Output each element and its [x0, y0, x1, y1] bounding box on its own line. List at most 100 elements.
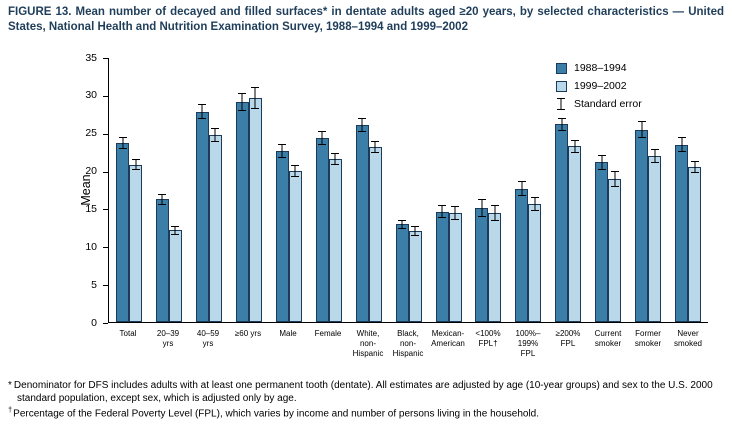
x-tick-label-never-smoked: Never smoked [673, 329, 702, 348]
x-tick-label-black-non-hispanic: Black, non- Hispanic [392, 329, 424, 358]
bar-group-white-non-hispanic [349, 58, 389, 322]
error-bar-1999-2002-black-non-hispanic [411, 225, 420, 237]
bar-1988-1994-current-smoker [595, 162, 609, 322]
x-tick-label-20-39-yrs: 20–39 yrs [156, 329, 180, 348]
error-bar-1988-1994-female [318, 131, 327, 145]
bar-1999-2002-female [328, 159, 342, 322]
bar-1988-1994-female [315, 138, 329, 322]
bar-1999-2002-40-59-yrs [208, 135, 222, 322]
error-bar-1999-2002-female [331, 153, 340, 166]
error-bar-1988-1994-current-smoker [597, 154, 606, 170]
error-bar-1999-2002-male [291, 164, 300, 177]
x-tick-label-male: Male [279, 329, 297, 338]
footnotes: * Denominator for DFS includes adults wit… [8, 379, 726, 420]
bar-1988-1994-20-39-yrs [155, 199, 169, 322]
legend-item-1988-1994: 1988–1994 [556, 62, 642, 74]
bar-group-200plus-fpl [548, 58, 588, 322]
bar-group-black-non-hispanic [389, 58, 429, 322]
bar-1988-1994-total [116, 143, 129, 322]
error-bar-1988-1994-100-199-fpl [517, 181, 526, 197]
bar-1999-2002-black-non-hispanic [408, 231, 422, 322]
bar-1999-2002-mexican-american [448, 213, 462, 322]
bar-1999-2002-200plus-fpl [568, 146, 582, 322]
x-tick-label-200plus-fpl: ≥200% FPL [555, 329, 581, 348]
bar-1999-2002-white-non-hispanic [368, 147, 382, 322]
error-bar-1988-1994-40-59-yrs [198, 104, 207, 120]
error-bar-1999-2002-white-non-hispanic [371, 141, 380, 154]
y-tick-label-20: 20 [85, 165, 97, 178]
plot-area [108, 58, 708, 323]
footnote-marker-dagger: † [8, 405, 13, 414]
y-tick-label-25: 25 [85, 127, 97, 140]
error-bar-1988-1994-under-100-fpl [477, 198, 486, 217]
footnote-marker-asterisk: * [8, 380, 12, 391]
x-tick-label-total: Total [119, 329, 137, 338]
error-bar-1999-2002-40-59-yrs [211, 128, 220, 142]
bar-1988-1994-mexican-american [435, 211, 449, 322]
error-bar-1999-2002-never-smoked [690, 160, 699, 173]
bar-group-former-smoker [628, 58, 668, 322]
bar-1988-1994-white-non-hispanic [355, 125, 369, 322]
bar-group-100-199-fpl [508, 58, 548, 322]
error-bar-1999-2002-current-smoker [610, 171, 619, 187]
y-tick-mark-35 [103, 58, 108, 59]
error-bar-1988-1994-20-39-yrs [158, 194, 167, 205]
error-bar-1999-2002-total [131, 159, 140, 170]
legend-label-standard-error: Standard error [574, 98, 642, 110]
error-bar-1999-2002-20-39-yrs [171, 225, 180, 235]
bar-1999-2002-never-smoked [688, 166, 702, 322]
y-tick-label-10: 10 [85, 240, 97, 253]
footnote-dfs: * Denominator for DFS includes adults wit… [8, 379, 726, 405]
error-bar-icon [557, 98, 565, 110]
bar-group-40-59-yrs [189, 58, 229, 322]
y-tick-label-35: 35 [85, 51, 97, 64]
legend: 1988–1994 1999–2002 Standard error [556, 62, 642, 116]
y-tick-mark-20 [103, 171, 108, 173]
bar-group-20-39-yrs [149, 58, 189, 322]
footnote-fpl: †Percentage of the Federal Poverty Level… [8, 405, 726, 420]
y-tick-mark-30 [103, 95, 108, 97]
error-bar-1999-2002-under-100-fpl [490, 205, 499, 221]
x-tick-label-100-199-fpl: 100%– 199% FPL [515, 329, 541, 358]
bar-1999-2002-former-smoker [648, 156, 662, 322]
legend-swatch-1988-1994 [556, 62, 567, 74]
footnote-dfs-text: Denominator for DFS includes adults with… [13, 380, 713, 404]
error-bar-1988-1994-200plus-fpl [557, 117, 566, 132]
error-bar-1988-1994-former-smoker [637, 121, 646, 138]
error-bar-1988-1994-60plus-yrs [238, 92, 247, 111]
bar-1988-1994-black-non-hispanic [395, 224, 409, 322]
legend-item-1999-2002: 1999–2002 [556, 80, 642, 92]
legend-label-1999-2002: 1999–2002 [574, 80, 627, 92]
error-bar-1999-2002-mexican-american [451, 206, 459, 220]
bar-1999-2002-total [129, 164, 142, 322]
bar-group-total [109, 58, 149, 322]
error-bar-1999-2002-100-199-fpl [530, 197, 539, 211]
error-bar-1988-1994-mexican-american [438, 205, 446, 218]
error-bar-1988-1994-never-smoked [677, 137, 686, 153]
error-bar-1999-2002-60plus-yrs [251, 87, 260, 109]
bar-group-under-100-fpl [468, 58, 508, 322]
y-tick-label-0: 0 [91, 316, 97, 329]
footnote-fpl-text: Percentage of the Federal Poverty Level … [13, 408, 540, 420]
bar-1999-2002-current-smoker [608, 178, 622, 322]
bar-group-female [309, 58, 349, 322]
y-tick-label-30: 30 [85, 89, 97, 102]
x-tick-label-current-smoker: Current smoker [594, 329, 622, 348]
y-tick-mark-25 [103, 133, 108, 135]
legend-item-standard-error: Standard error [556, 98, 642, 110]
bar-1988-1994-40-59-yrs [195, 111, 209, 322]
bar-1988-1994-200plus-fpl [555, 124, 569, 322]
bar-1999-2002-under-100-fpl [488, 213, 502, 322]
bar-1999-2002-100-199-fpl [528, 203, 542, 322]
bar-1988-1994-100-199-fpl [515, 188, 529, 322]
y-tick-mark-10 [103, 247, 108, 249]
y-axis: 0 5 10 15 20 25 30 35 [0, 52, 108, 329]
bar-1999-2002-60plus-yrs [248, 97, 262, 322]
x-tick-label-60plus-yrs: ≥60 yrs [234, 329, 262, 338]
legend-label-1988-1994: 1988–1994 [574, 62, 627, 74]
x-tick-label-white-non-hispanic: White, non- Hispanic [352, 329, 384, 358]
bar-1988-1994-former-smoker [635, 129, 649, 322]
bar-chart: Mean 0 5 10 15 20 25 30 35 Total 20–39 yrs 40–59 yr… [0, 46, 732, 372]
y-tick-mark-15 [103, 209, 108, 211]
